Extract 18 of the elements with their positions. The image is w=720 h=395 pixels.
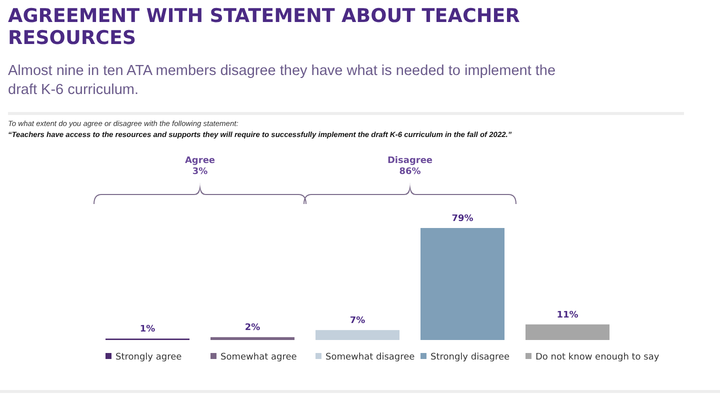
data-label: 79% <box>452 214 474 224</box>
x-tick-label: Somewhat agree <box>220 352 298 362</box>
x-tick-label: Strongly agree <box>116 352 182 362</box>
data-label: 2% <box>244 323 260 334</box>
chart-subtitle: Almost nine in ten ATA members disagree they have what is needed to implement the draft K-6 curriculum. <box>8 63 556 98</box>
bar <box>526 324 610 340</box>
bar <box>210 337 294 340</box>
data-label: 11% <box>556 310 578 320</box>
data-label: 1% <box>140 324 156 335</box>
x-tick-label: Strongly disagree <box>430 352 510 362</box>
chart-title: AGREEMENT WITH STATEMENT ABOUT TEACHER RESOURCES <box>8 5 520 49</box>
x-tick-label: Do not know enough to say <box>536 352 660 362</box>
text: Agree 3% <box>184 156 216 177</box>
data-label: 7% <box>350 316 366 326</box>
text: Disagree 86% <box>387 156 433 177</box>
bar <box>420 228 504 340</box>
bar <box>316 330 400 340</box>
x-tick-label: Somewhat disagree <box>326 352 416 362</box>
